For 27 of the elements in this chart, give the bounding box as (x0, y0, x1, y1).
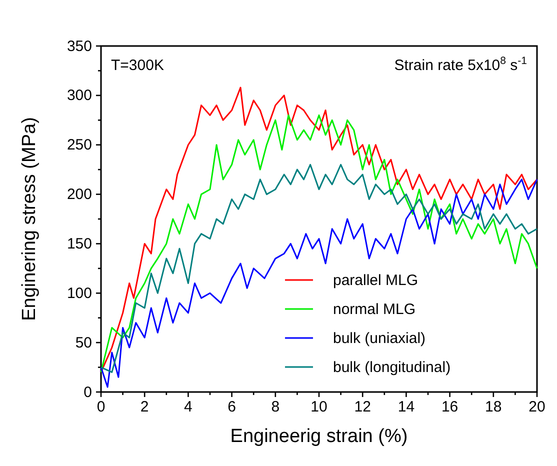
x-axis-title: Engineerig strain (%) (230, 426, 408, 447)
x-tick-label: 12 (354, 398, 371, 416)
x-tick-label: 4 (184, 398, 192, 416)
y-tick-label: 350 (66, 38, 92, 55)
x-tick-label: 6 (228, 398, 236, 416)
y-tick-label: 250 (66, 136, 92, 154)
x-tick-label: 8 (271, 398, 280, 416)
x-tick-label: 16 (441, 398, 458, 416)
legend-label: bulk (uniaxial) (333, 330, 426, 347)
y-tick-label: 100 (66, 284, 92, 302)
y-tick-label: 300 (66, 87, 92, 104)
x-tick-label: 18 (485, 398, 502, 416)
x-tick-label: 20 (528, 398, 546, 416)
annotation: T=300K (111, 57, 164, 74)
x-tick-label: 0 (96, 398, 106, 416)
y-tick-label: 200 (66, 186, 92, 204)
y-tick-label: 0 (84, 384, 92, 401)
y-tick-label: 150 (66, 236, 92, 253)
annotation: Strain rate 5x10$^{8}$ s$^{-1}$ (394, 55, 528, 74)
legend-label: normal MLG (333, 301, 416, 318)
legend-label: bulk (longitudinal) (333, 359, 451, 376)
x-tick-label: 2 (140, 398, 149, 416)
y-tick-label: 50 (75, 334, 92, 352)
x-tick-label: 14 (398, 398, 415, 416)
y-axis-title: Enginering stress (MPa) (19, 117, 40, 321)
x-tick-label: 10 (310, 398, 328, 416)
legend-label: parallel MLG (333, 272, 418, 289)
